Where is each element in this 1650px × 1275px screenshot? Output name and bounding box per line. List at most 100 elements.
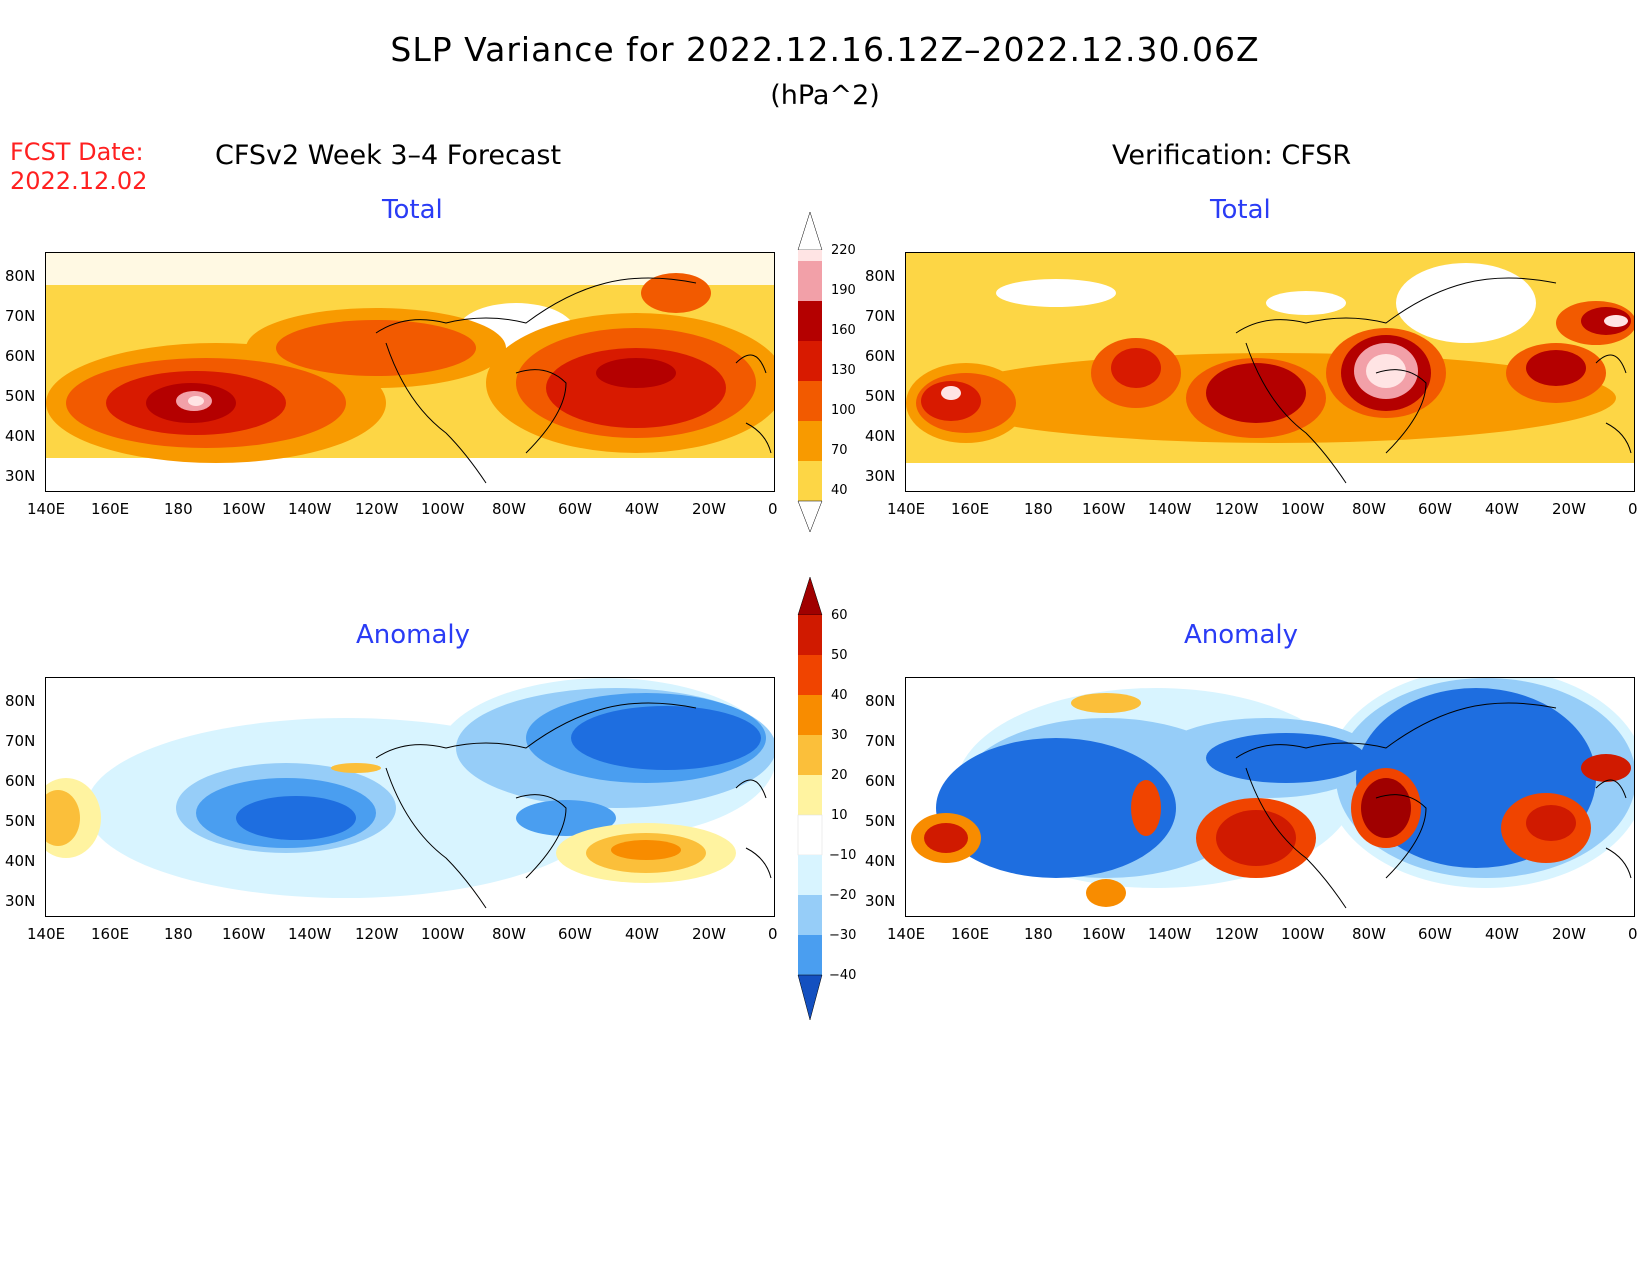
verification-total-map <box>905 252 1635 492</box>
lat-label: 80N <box>865 692 896 710</box>
lon-label: 60W <box>558 925 592 943</box>
main-title: SLP Variance for 2022.12.16.12Z–2022.12.… <box>390 30 1260 69</box>
lat-label: 80N <box>5 267 36 285</box>
anomaly-swatch <box>798 735 822 775</box>
lon-label: 80W <box>492 925 526 943</box>
lon-label: 60W <box>558 500 592 518</box>
verification-anomaly-map <box>905 677 1635 917</box>
lon-label: 100W <box>1281 925 1325 943</box>
lat-label: 70N <box>5 732 36 750</box>
lat-label: 40N <box>865 852 896 870</box>
anomaly-colorbar-label: −40 <box>829 968 857 983</box>
lon-label: 40W <box>1485 500 1519 518</box>
total-swatch <box>798 421 822 461</box>
lon-label: 80W <box>492 500 526 518</box>
lon-label: 180 <box>164 925 193 943</box>
lon-label: 100W <box>1281 500 1325 518</box>
anomaly-swatch <box>797 814 823 856</box>
lat-label: 70N <box>5 307 36 325</box>
forecast-column-title: CFSv2 Week 3–4 Forecast <box>215 140 562 171</box>
lat-label: 60N <box>5 347 36 365</box>
anomaly-swatch <box>798 895 822 935</box>
lon-label: 160E <box>91 925 130 943</box>
lat-label: 30N <box>5 467 36 485</box>
lon-label: 140W <box>1148 925 1192 943</box>
verification-anomaly-title: Anomaly <box>1184 620 1299 650</box>
lon-label: 120W <box>1215 925 1259 943</box>
total-colorbar-label: 190 <box>831 283 856 298</box>
anomaly-swatch <box>798 695 822 735</box>
lon-label: 0 <box>1628 925 1638 943</box>
lat-label: 40N <box>5 427 36 445</box>
fcst-date: FCST Date: 2022.12.02 <box>10 138 147 196</box>
anomaly-colorbar-label: 20 <box>831 768 848 783</box>
fcst-date-value: 2022.12.02 <box>10 167 148 195</box>
lon-label: 20W <box>1552 925 1586 943</box>
lon-label: 140W <box>1148 500 1192 518</box>
anomaly-swatch <box>798 775 822 815</box>
lat-label: 50N <box>865 812 896 830</box>
lat-label: 50N <box>865 387 896 405</box>
lon-label: 80W <box>1352 500 1386 518</box>
total-colorbar-label: 130 <box>831 363 856 378</box>
lon-label: 0 <box>768 925 778 943</box>
lat-label: 70N <box>865 307 896 325</box>
lon-label: 40W <box>1485 925 1519 943</box>
total-swatch <box>798 381 822 421</box>
lon-label: 20W <box>692 500 726 518</box>
anomaly-colorbar-label: 30 <box>831 728 848 743</box>
lon-label: 180 <box>164 500 193 518</box>
total-colorbar-label: 160 <box>831 323 856 338</box>
forecast-anomaly-title: Anomaly <box>356 620 471 650</box>
lon-label: 140E <box>27 925 66 943</box>
lon-label: 60W <box>1418 500 1452 518</box>
lon-label: 120W <box>355 500 399 518</box>
anomaly-colorbar-label: −10 <box>829 848 857 863</box>
lon-label: 160E <box>951 500 990 518</box>
lon-label: 60W <box>1418 925 1452 943</box>
total-swatch <box>798 461 822 501</box>
lon-label: 0 <box>768 500 778 518</box>
lat-label: 30N <box>5 892 36 910</box>
lon-label: 140W <box>288 500 332 518</box>
anomaly-colorbar-swatches <box>797 576 823 1021</box>
lon-label: 20W <box>1552 500 1586 518</box>
lon-label: 120W <box>355 925 399 943</box>
lon-label: 0 <box>1628 500 1638 518</box>
lon-label: 180 <box>1024 925 1053 943</box>
lon-label: 140E <box>887 500 926 518</box>
lat-label: 80N <box>5 692 36 710</box>
lon-label: 120W <box>1215 500 1259 518</box>
verification-column-title: Verification: CFSR <box>1112 140 1352 171</box>
anomaly-swatch <box>798 855 822 895</box>
total-swatch <box>798 250 822 261</box>
lon-label: 140W <box>288 925 332 943</box>
anomaly-swatch <box>798 615 822 655</box>
verification-total-title: Total <box>1210 195 1271 225</box>
forecast-total-title: Total <box>382 195 443 225</box>
lat-label: 30N <box>865 467 896 485</box>
total-colorbar-label: 220 <box>831 243 856 258</box>
lon-label: 160W <box>1082 500 1126 518</box>
total-swatch <box>798 341 822 381</box>
lon-label: 160E <box>951 925 990 943</box>
lat-label: 60N <box>5 772 36 790</box>
anomaly-colorbar-label: 40 <box>831 688 848 703</box>
anomaly-colorbar-label: 60 <box>831 608 848 623</box>
lat-label: 80N <box>865 267 896 285</box>
total-colorbar-swatches <box>797 211 823 533</box>
lat-label: 30N <box>865 892 896 910</box>
lat-label: 70N <box>865 732 896 750</box>
lon-label: 140E <box>27 500 66 518</box>
anomaly-colorbar-label: −20 <box>829 888 857 903</box>
lon-label: 40W <box>625 925 659 943</box>
forecast-anomaly-map <box>45 677 775 917</box>
anomaly-colorbar-label: −30 <box>829 928 857 943</box>
forecast-total-map <box>45 252 775 492</box>
total-swatch <box>798 301 822 341</box>
total-colorbar-label: 40 <box>831 483 848 498</box>
lon-label: 160W <box>222 925 266 943</box>
lon-label: 100W <box>421 925 465 943</box>
lon-label: 160E <box>91 500 130 518</box>
lon-label: 180 <box>1024 500 1053 518</box>
